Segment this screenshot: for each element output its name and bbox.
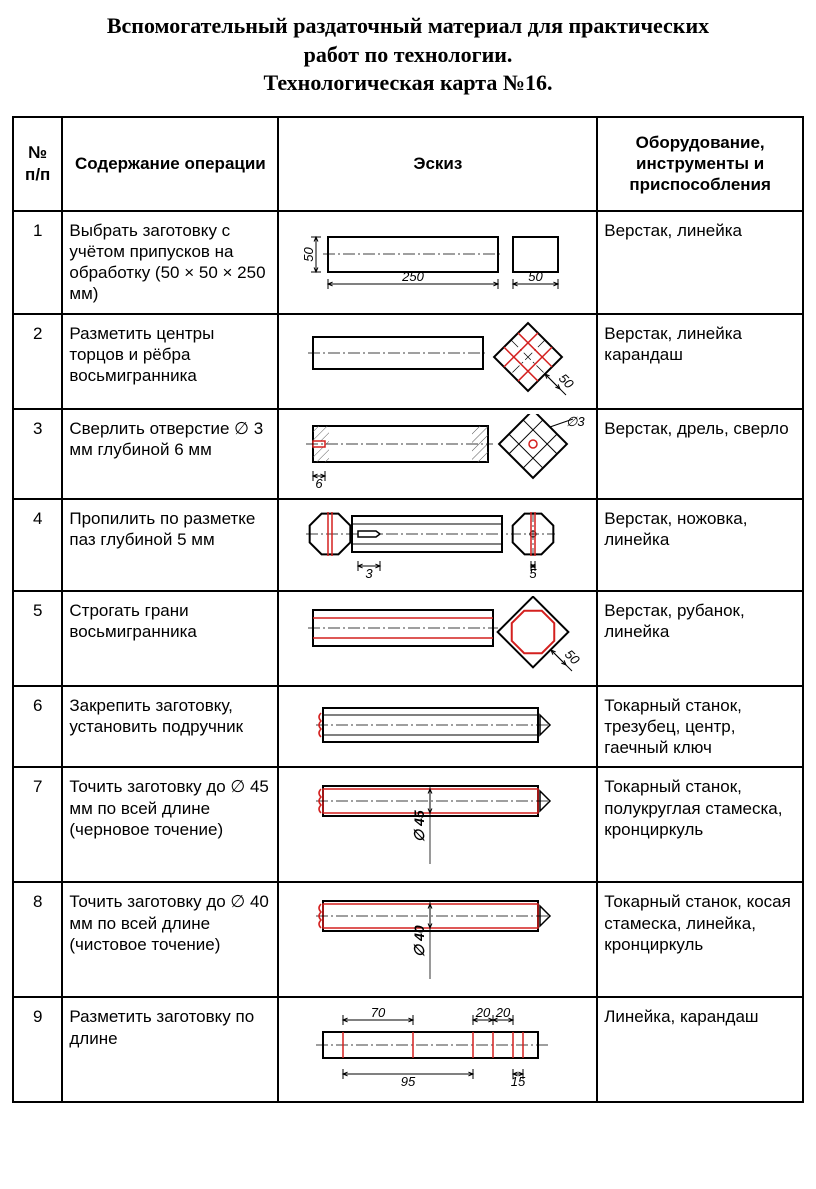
svg-text:5: 5 — [529, 566, 537, 581]
cell-num: 8 — [13, 882, 62, 997]
table-row: 3Сверлить отверстие ∅ 3 мм глубиной 6 мм… — [13, 409, 803, 499]
svg-text:250: 250 — [401, 269, 424, 284]
cell-sketch: 50 — [278, 314, 597, 409]
svg-text:∅ 40: ∅ 40 — [411, 925, 427, 957]
table-row: 7Точить заготовку до ∅ 45 мм по всей дли… — [13, 767, 803, 882]
hdr-equip: Оборудование, инструменты и приспособлен… — [597, 117, 803, 211]
table-row: 4Пропилить по разметке паз глубиной 5 мм… — [13, 499, 803, 591]
process-table: № п/п Содержание операции Эскиз Оборудов… — [12, 116, 804, 1104]
hdr-num: № п/п — [13, 117, 62, 211]
title-line-3: Технологическая карта №16. — [264, 70, 553, 95]
table-row: 5Строгать грани восьмигранника50Верстак,… — [13, 591, 803, 686]
cell-equipment: Верстак, линейка — [597, 211, 803, 314]
cell-operation: Точить заготовку до ∅ 45 мм по всей длин… — [62, 767, 278, 882]
cell-operation: Строгать грани восьмигранника — [62, 591, 278, 686]
cell-num: 9 — [13, 997, 62, 1102]
table-row: 1Выбрать заготовку с учётом припусков на… — [13, 211, 803, 314]
cell-sketch: 50 — [278, 591, 597, 686]
table-row: 2Разметить центры торцов и рёбра восьмиг… — [13, 314, 803, 409]
cell-num: 1 — [13, 211, 62, 314]
cell-operation: Сверлить отверстие ∅ 3 мм глубиной 6 мм — [62, 409, 278, 499]
svg-text:70: 70 — [371, 1005, 386, 1020]
cell-equipment: Линейка, карандаш — [597, 997, 803, 1102]
cell-num: 7 — [13, 767, 62, 882]
cell-equipment: Токарный станок, полукруглая стамеска, к… — [597, 767, 803, 882]
svg-text:95: 95 — [401, 1074, 416, 1089]
cell-num: 3 — [13, 409, 62, 499]
cell-num: 2 — [13, 314, 62, 409]
cell-operation: Точить заготовку до ∅ 40 мм по всей длин… — [62, 882, 278, 997]
cell-sketch — [278, 686, 597, 768]
hdr-sketch: Эскиз — [278, 117, 597, 211]
cell-sketch: 35 — [278, 499, 597, 591]
cell-operation: Разметить центры торцов и рёбра восьмигр… — [62, 314, 278, 409]
cell-sketch: 70 20 20 95 15 — [278, 997, 597, 1102]
cell-operation: Разметить заготовку по длине — [62, 997, 278, 1102]
svg-text:3: 3 — [365, 566, 373, 581]
svg-text:15: 15 — [511, 1074, 526, 1089]
cell-num: 6 — [13, 686, 62, 768]
svg-text:20: 20 — [475, 1005, 491, 1020]
svg-text:∅3: ∅3 — [566, 414, 585, 429]
cell-num: 4 — [13, 499, 62, 591]
table-row: 9Разметить заготовку по длине 70 20 20 95 15 Л… — [13, 997, 803, 1102]
cell-sketch: ∅3 6 — [278, 409, 597, 499]
page-title: Вспомогательный раздаточный материал для… — [12, 12, 804, 98]
cell-operation: Пропилить по разметке паз глубиной 5 мм — [62, 499, 278, 591]
svg-text:50: 50 — [301, 247, 316, 262]
cell-equipment: Верстак, рубанок, линейка — [597, 591, 803, 686]
cell-equipment: Верстак, ножовка, линейка — [597, 499, 803, 591]
cell-operation: Выбрать заготовку с учётом припусков на … — [62, 211, 278, 314]
hdr-op: Содержание операции — [62, 117, 278, 211]
svg-text:6: 6 — [315, 476, 323, 491]
title-line-1: Вспомогательный раздаточный материал для… — [107, 13, 709, 38]
cell-operation: Закрепить заготовку, установить подручни… — [62, 686, 278, 768]
title-line-2: работ по технологии. — [304, 42, 513, 67]
svg-text:50: 50 — [528, 269, 543, 284]
table-row: 8Точить заготовку до ∅ 40 мм по всей дли… — [13, 882, 803, 997]
cell-sketch: 50 250 50 — [278, 211, 597, 314]
table-row: 6Закрепить заготовку, установить подручн… — [13, 686, 803, 768]
cell-equipment: Токарный станок, косая стамеска, линейка… — [597, 882, 803, 997]
cell-equipment: Верстак, линейка карандаш — [597, 314, 803, 409]
svg-text:20: 20 — [495, 1005, 511, 1020]
cell-sketch: ∅ 40 — [278, 882, 597, 997]
cell-equipment: Верстак, дрель, сверло — [597, 409, 803, 499]
cell-equipment: Токарный станок, трезубец, центр, гаечны… — [597, 686, 803, 768]
cell-sketch: ∅ 45 — [278, 767, 597, 882]
cell-num: 5 — [13, 591, 62, 686]
svg-text:∅ 45: ∅ 45 — [411, 810, 427, 842]
